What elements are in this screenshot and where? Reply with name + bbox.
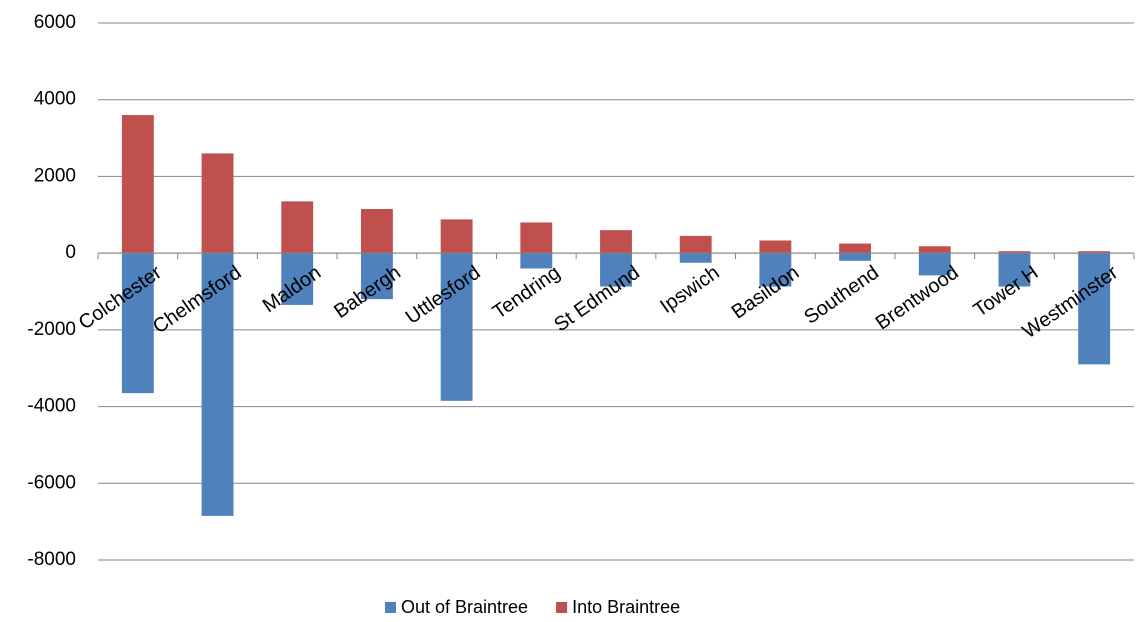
bar <box>679 253 712 263</box>
bar <box>201 253 234 516</box>
bar <box>360 253 393 300</box>
legend-swatch <box>556 602 568 613</box>
bar <box>520 253 553 269</box>
bar <box>600 253 632 287</box>
legend-label: Into Braintree <box>572 597 680 617</box>
y-tick-label: 4000 <box>34 89 76 110</box>
bar <box>759 240 792 254</box>
bar <box>998 253 1031 287</box>
y-tick-label: 0 <box>65 242 76 263</box>
x-tick-label: Ipswich <box>656 262 723 318</box>
y-tick-label: -6000 <box>27 472 76 493</box>
bar <box>759 253 792 287</box>
x-tick-label: Southend <box>800 262 883 329</box>
y-tick-label: -4000 <box>27 396 76 417</box>
bar <box>121 253 154 394</box>
bar <box>360 209 393 254</box>
legend-swatch <box>385 602 396 613</box>
bar <box>600 230 632 254</box>
bar <box>918 246 951 254</box>
x-tick-label: St Edmund <box>550 262 644 337</box>
bar <box>121 115 154 254</box>
legend-label: Out of Braintree <box>401 597 528 617</box>
bar <box>1078 251 1111 254</box>
bar <box>839 253 872 261</box>
y-tick-label: 2000 <box>34 165 76 186</box>
bar <box>201 153 234 254</box>
y-tick-label: 6000 <box>34 12 76 33</box>
bar <box>918 253 951 276</box>
bar <box>998 251 1031 254</box>
bar <box>1078 253 1111 365</box>
y-tick-label: -8000 <box>27 549 76 570</box>
bar <box>440 253 473 401</box>
legend: Out of Braintree Into Braintree <box>385 597 680 617</box>
bar <box>281 201 314 254</box>
x-tick-label: Tendring <box>489 262 564 324</box>
bar <box>440 219 473 254</box>
bar <box>839 243 872 254</box>
y-tick-label: -2000 <box>27 319 76 340</box>
bar <box>679 235 712 254</box>
x-tick-label: Brentwood <box>872 262 963 335</box>
bar <box>520 222 553 254</box>
bar <box>281 253 314 305</box>
